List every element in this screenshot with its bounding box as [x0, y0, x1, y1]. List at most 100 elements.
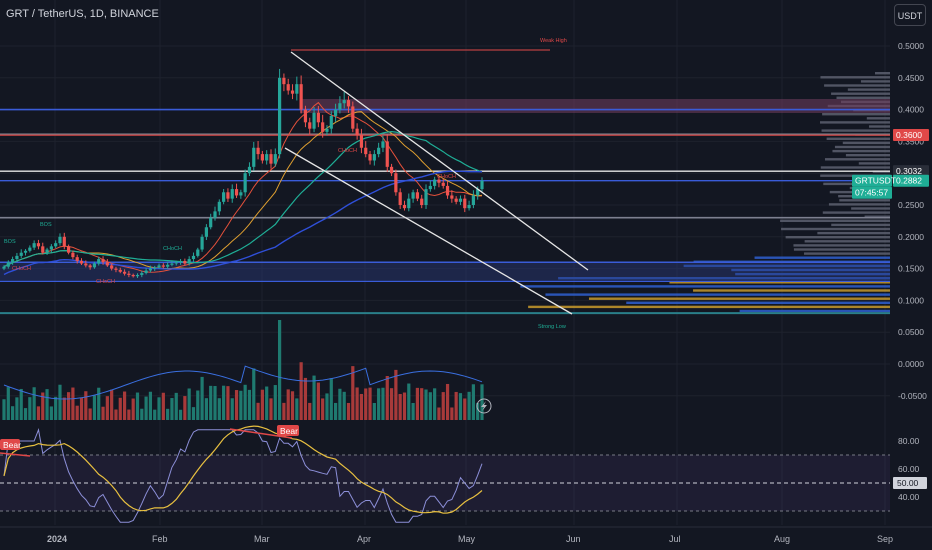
candle [144, 270, 148, 274]
profile-bar [831, 92, 890, 95]
volume-bar [23, 408, 28, 420]
candle [454, 198, 458, 202]
volume-bar [32, 387, 36, 420]
candle [372, 154, 376, 161]
price-tick-label: 0.1500 [898, 264, 924, 274]
volume-bar [217, 398, 221, 420]
volume-bar [476, 402, 480, 420]
volume-bar [54, 396, 58, 420]
volume-bars [2, 320, 484, 420]
volume-bar [114, 409, 118, 420]
volume-bar [71, 387, 75, 420]
candle [88, 265, 92, 268]
price-tag [852, 174, 892, 187]
candle [450, 195, 454, 199]
candle [140, 273, 144, 275]
volume-bar [377, 388, 381, 420]
price-candles [2, 68, 484, 278]
volume-bar [157, 397, 161, 420]
candle [105, 262, 109, 266]
price-tag-label: GRTUSDT [855, 176, 896, 186]
rsi-panel [0, 425, 890, 523]
volume-bar [321, 398, 325, 420]
volume-bar [394, 369, 398, 420]
candle [45, 249, 49, 253]
profile-bar [845, 154, 890, 157]
profile-bar [793, 248, 890, 251]
lightning-icon[interactable] [476, 398, 492, 414]
price-tag-label: 0.3032 [896, 166, 922, 176]
bos-label: BOS [40, 222, 52, 228]
choch-label: CHoCH [96, 279, 115, 285]
volume-bar [66, 392, 71, 420]
candle [368, 154, 372, 161]
volume-bar [178, 409, 183, 420]
candle [41, 246, 45, 253]
channel-lower-line [284, 147, 573, 315]
volume-bar [286, 389, 290, 420]
candle [295, 84, 299, 94]
candle [92, 263, 97, 268]
profile-bar [826, 137, 890, 140]
profile-bar [817, 231, 890, 235]
candle [178, 260, 183, 263]
candle [325, 128, 329, 132]
candle [135, 274, 140, 277]
candle [131, 274, 135, 277]
candle [79, 260, 84, 264]
volume-bar [333, 402, 338, 420]
profile-bar [820, 76, 890, 79]
price-tag [893, 165, 929, 178]
volume-bar [41, 392, 45, 420]
candle [329, 115, 333, 129]
candle [389, 166, 394, 174]
currency-button[interactable]: USDT [894, 4, 926, 26]
price-tag [893, 174, 929, 187]
candle [377, 147, 381, 155]
price-tag-label: 07:45:57 [855, 188, 888, 198]
volume-bar [278, 320, 282, 420]
candle [222, 192, 226, 202]
price-tick-label: -0.0500 [898, 391, 927, 401]
volume-bar [28, 397, 32, 420]
chart-annotations: Weak High Strong Low CHoCH CHoCH CHoCH C… [4, 38, 567, 330]
candle [303, 109, 308, 123]
candle [217, 201, 221, 212]
candle [260, 154, 264, 161]
price-tag [852, 186, 892, 199]
rsi-current-label: 50.00 [897, 478, 919, 488]
volume-bar [15, 397, 19, 420]
profile-bar [693, 289, 890, 292]
profile-bar [558, 277, 890, 280]
volume-bar [166, 408, 170, 420]
bear-divergence-line [229, 428, 293, 439]
volume-bar [381, 387, 385, 420]
candle [191, 255, 196, 260]
candle [58, 236, 62, 244]
volume-bar [204, 398, 208, 420]
volume-bar [161, 392, 165, 420]
profile-bar [822, 113, 890, 116]
volume-bar [88, 408, 92, 420]
volume-bar [140, 408, 144, 420]
rsi-line [3, 427, 483, 523]
volume-bar [359, 393, 364, 420]
supply-zone [300, 99, 890, 113]
volume-bar [368, 387, 372, 420]
profile-bar [683, 264, 890, 268]
volume-bar [256, 402, 260, 420]
profile-bar [828, 203, 890, 206]
candle [153, 267, 157, 269]
candle [19, 252, 23, 256]
candle [265, 154, 269, 161]
volume-bar [329, 378, 333, 420]
candle [458, 198, 463, 202]
volume-bar [122, 391, 127, 420]
volume-bar [338, 388, 342, 420]
volume-bar [450, 407, 454, 420]
candle [234, 189, 239, 196]
candle [273, 154, 277, 164]
candle [118, 269, 122, 272]
profile-bar [851, 207, 890, 210]
